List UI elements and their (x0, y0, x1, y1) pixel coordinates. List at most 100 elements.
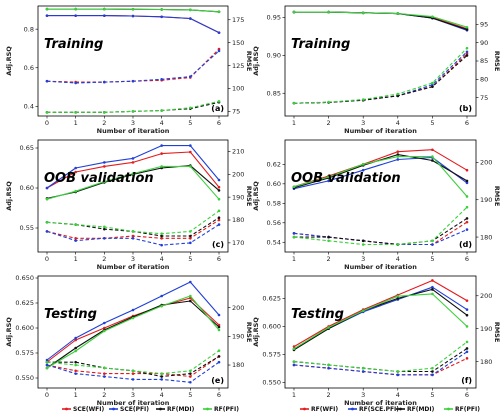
data-point (45, 111, 49, 114)
data-point (189, 230, 192, 233)
data-point (103, 236, 106, 240)
x-tick-label: 1 (74, 255, 78, 263)
y-left-tick-label: 0.575 (15, 349, 34, 357)
x-axis-label: Number of iteration (97, 263, 170, 271)
data-point (431, 15, 434, 18)
y-right-tick-label: 190 (232, 193, 244, 201)
data-point (74, 349, 77, 353)
data-point (327, 100, 330, 104)
data-point (74, 7, 77, 11)
x-tick-label: 0 (45, 119, 49, 127)
x-axis-label: Number of iteration (97, 399, 170, 407)
x-axis-label: Number of iteration (344, 263, 417, 271)
data-point (103, 7, 106, 11)
data-point (361, 163, 365, 166)
legend-marker (303, 407, 306, 411)
x-tick-label: 5 (430, 119, 434, 127)
data-point (45, 363, 49, 367)
x-tick-label: 3 (131, 119, 135, 127)
y-right-tick-label: 125 (232, 62, 244, 70)
data-point (74, 170, 77, 174)
y-right-axis-label: RMSE (245, 322, 253, 343)
data-point (74, 166, 77, 170)
data-point (292, 10, 296, 14)
data-point (74, 189, 77, 193)
series-line-adjrsq-3 (293, 293, 468, 350)
data-point (74, 239, 77, 242)
data-point (45, 7, 49, 11)
data-point (465, 25, 469, 29)
legend-marker (351, 407, 354, 411)
data-point (431, 288, 434, 291)
x-tick-label: 2 (102, 255, 106, 263)
data-point (131, 372, 135, 375)
data-point (396, 153, 400, 156)
data-point (217, 349, 221, 352)
data-point (103, 227, 106, 231)
data-point (431, 243, 434, 246)
y-right-axis-label: RMSE (245, 186, 253, 207)
data-point (431, 373, 434, 377)
data-point (74, 363, 77, 367)
data-point (217, 223, 221, 226)
legend-1: SCE(WFI) SCE(PFI) RF(MDI) RF(PFI) (62, 406, 239, 413)
x-tick-label: 6 (465, 255, 469, 263)
y-right-tick-label: 200 (232, 304, 244, 312)
data-point (103, 321, 106, 325)
y-right-tick-label: 80 (480, 76, 488, 84)
y-left-axis-label: Adj.RSQ (252, 317, 260, 347)
y-left-axis-label: Adj.RSQ (252, 181, 260, 211)
data-point (131, 369, 135, 373)
x-tick-label: 6 (465, 391, 469, 399)
data-point (217, 313, 221, 317)
data-point (189, 372, 192, 375)
data-point (327, 363, 330, 367)
data-point (189, 8, 192, 12)
y-left-axis-label: Adj.RSQ (252, 46, 260, 76)
data-point (431, 148, 434, 152)
data-point (361, 98, 365, 101)
x-tick-label: 2 (327, 119, 331, 127)
series-line-rmse-6 (294, 217, 468, 246)
y-left-tick-label: 0.60 (20, 184, 34, 192)
data-point (189, 299, 192, 303)
data-point (131, 378, 135, 381)
data-point (45, 197, 49, 201)
y-right-tick-label: 170 (232, 239, 244, 247)
data-point (327, 10, 330, 14)
data-point (465, 313, 469, 317)
data-point (160, 294, 163, 298)
data-point (465, 54, 469, 57)
x-tick-label: 5 (188, 119, 192, 127)
data-point (217, 178, 221, 182)
data-point (396, 243, 400, 246)
x-tick-label: 3 (131, 391, 135, 399)
data-point (103, 372, 106, 375)
x-tick-label: 3 (361, 119, 365, 127)
data-point (465, 220, 469, 224)
data-point (361, 239, 365, 243)
data-point (160, 15, 163, 19)
data-point (189, 280, 192, 284)
data-point (217, 197, 221, 201)
data-point (189, 144, 192, 147)
x-tick-label: 6 (465, 119, 469, 127)
data-point (131, 316, 135, 320)
data-point (160, 375, 163, 378)
data-point (292, 363, 296, 367)
data-point (396, 94, 400, 98)
data-point (217, 328, 221, 332)
data-point (431, 292, 434, 296)
data-point (189, 150, 192, 154)
y-left-tick-label: 0.56 (267, 219, 281, 227)
data-point (103, 14, 106, 17)
data-point (361, 168, 365, 172)
legend-label: RF(PFI) (214, 406, 239, 413)
data-point (74, 369, 77, 373)
y-right-tick-label: 190 (480, 325, 492, 333)
x-tick-label: 2 (327, 391, 331, 399)
data-point (160, 232, 163, 236)
data-point (189, 380, 192, 384)
series-line-adjrsq-3 (293, 156, 468, 197)
data-point (292, 185, 296, 189)
